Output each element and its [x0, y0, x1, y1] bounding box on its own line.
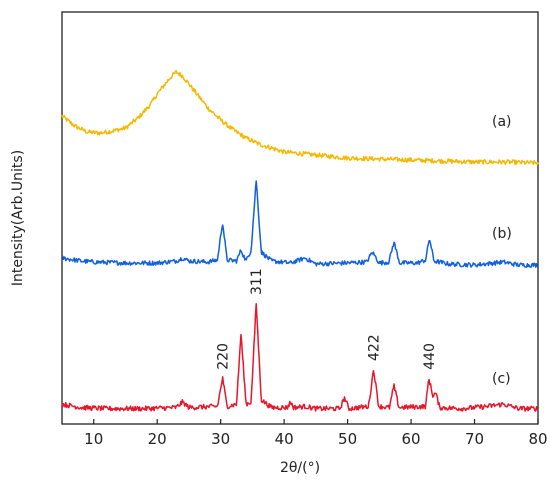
- series-label-a: (a): [492, 114, 512, 130]
- x-axis-title: 2θ/(°): [280, 460, 320, 476]
- peak-labels: 220 311 422 440: [216, 268, 438, 370]
- series-labels: (a) (b) (c): [492, 114, 512, 387]
- series-line-c: [61, 303, 539, 412]
- x-tick-label: 30: [211, 430, 230, 448]
- x-tick-label: 40: [275, 430, 294, 448]
- peak-label-220: 220: [216, 343, 232, 370]
- x-tick-label: 60: [402, 430, 421, 448]
- series-line-a: [61, 69, 539, 166]
- x-axis-ticks: 10 20 30 40 50 60 70 80: [84, 419, 548, 448]
- plot-frame: [61, 11, 539, 425]
- peak-label-440: 440: [422, 343, 438, 370]
- x-tick-label: 50: [338, 430, 357, 448]
- series-label-b: (b): [492, 226, 512, 242]
- peak-label-422: 422: [367, 334, 383, 361]
- series-lines: [61, 69, 539, 412]
- peak-label-311: 311: [249, 268, 265, 295]
- series-label-c: (c): [492, 371, 511, 387]
- x-tick-label: 10: [84, 430, 103, 448]
- x-tick-label: 70: [465, 430, 484, 448]
- y-axis-title: Intensity(Arb.Units): [10, 150, 26, 286]
- x-tick-label: 20: [148, 430, 167, 448]
- x-tick-label: 80: [528, 430, 547, 448]
- series-line-b: [61, 180, 539, 268]
